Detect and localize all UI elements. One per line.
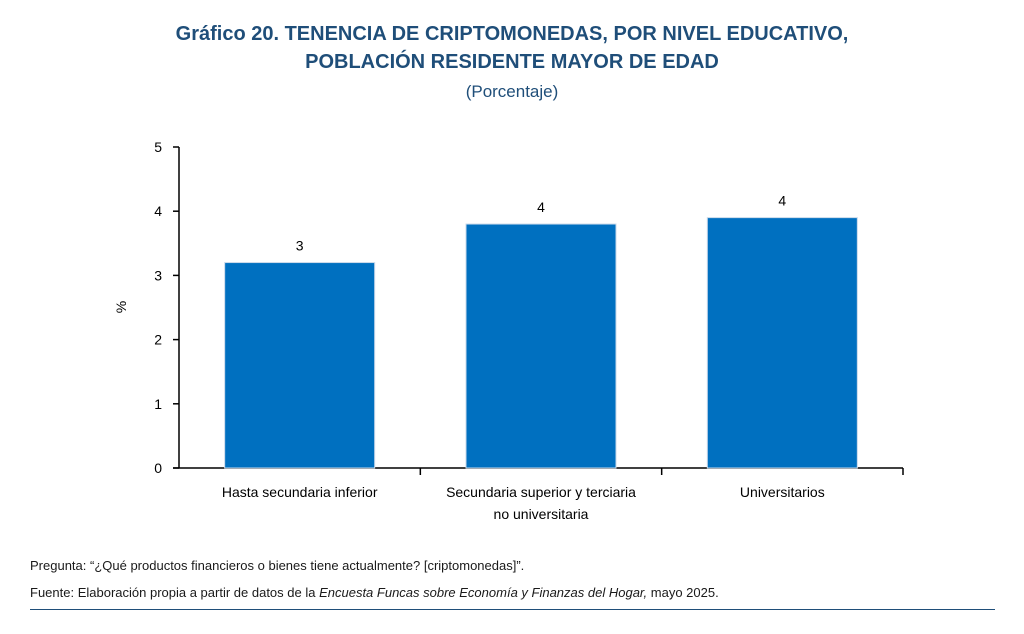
y-tick-label: 1 xyxy=(154,396,162,412)
source-prefix: Fuente: Elaboración propia a partir de d… xyxy=(30,585,320,600)
bar xyxy=(706,217,858,469)
bar-data-label: 3 xyxy=(296,238,304,254)
chart-title-line-2: POBLACIÓN RESIDENTE MAYOR DE EDAD xyxy=(305,51,719,73)
x-category-label: Secundaria superior y terciaria xyxy=(446,484,636,500)
footnote-source: Fuente: Elaboración propia a partir de d… xyxy=(30,585,719,600)
y-tick-label: 4 xyxy=(154,203,162,219)
source-suffix: mayo 2025. xyxy=(647,585,719,600)
footer-divider xyxy=(30,609,995,610)
x-category-label: no universitaria xyxy=(494,506,589,522)
y-tick-label: 0 xyxy=(154,460,162,476)
source-title: Encuesta Funcas sobre Economía y Finanza… xyxy=(319,585,648,600)
bar-data-label: 4 xyxy=(778,193,786,209)
chart-subtitle: (Porcentaje) xyxy=(465,82,559,101)
bar-data-label: 4 xyxy=(537,199,545,215)
y-tick-label: 2 xyxy=(154,332,162,348)
bar-chart: 0 1 2 3 4 5% 3 Hasta secundaria inferior 4 Secund… xyxy=(113,139,904,522)
footnote-question: Pregunta: “¿Qué productos financieros o … xyxy=(30,558,525,573)
chart-title-line-1: Gráfico 20. TENENCIA DE CRIPTOMONEDAS, P… xyxy=(175,23,849,45)
x-category-label: Hasta secundaria inferior xyxy=(222,484,378,500)
y-axis-label: % xyxy=(113,301,129,313)
y-tick-label: 3 xyxy=(154,267,162,283)
bar xyxy=(465,223,617,469)
y-tick-label: 5 xyxy=(154,139,162,155)
x-category-label: Universitarios xyxy=(740,484,825,500)
bar xyxy=(224,262,376,469)
